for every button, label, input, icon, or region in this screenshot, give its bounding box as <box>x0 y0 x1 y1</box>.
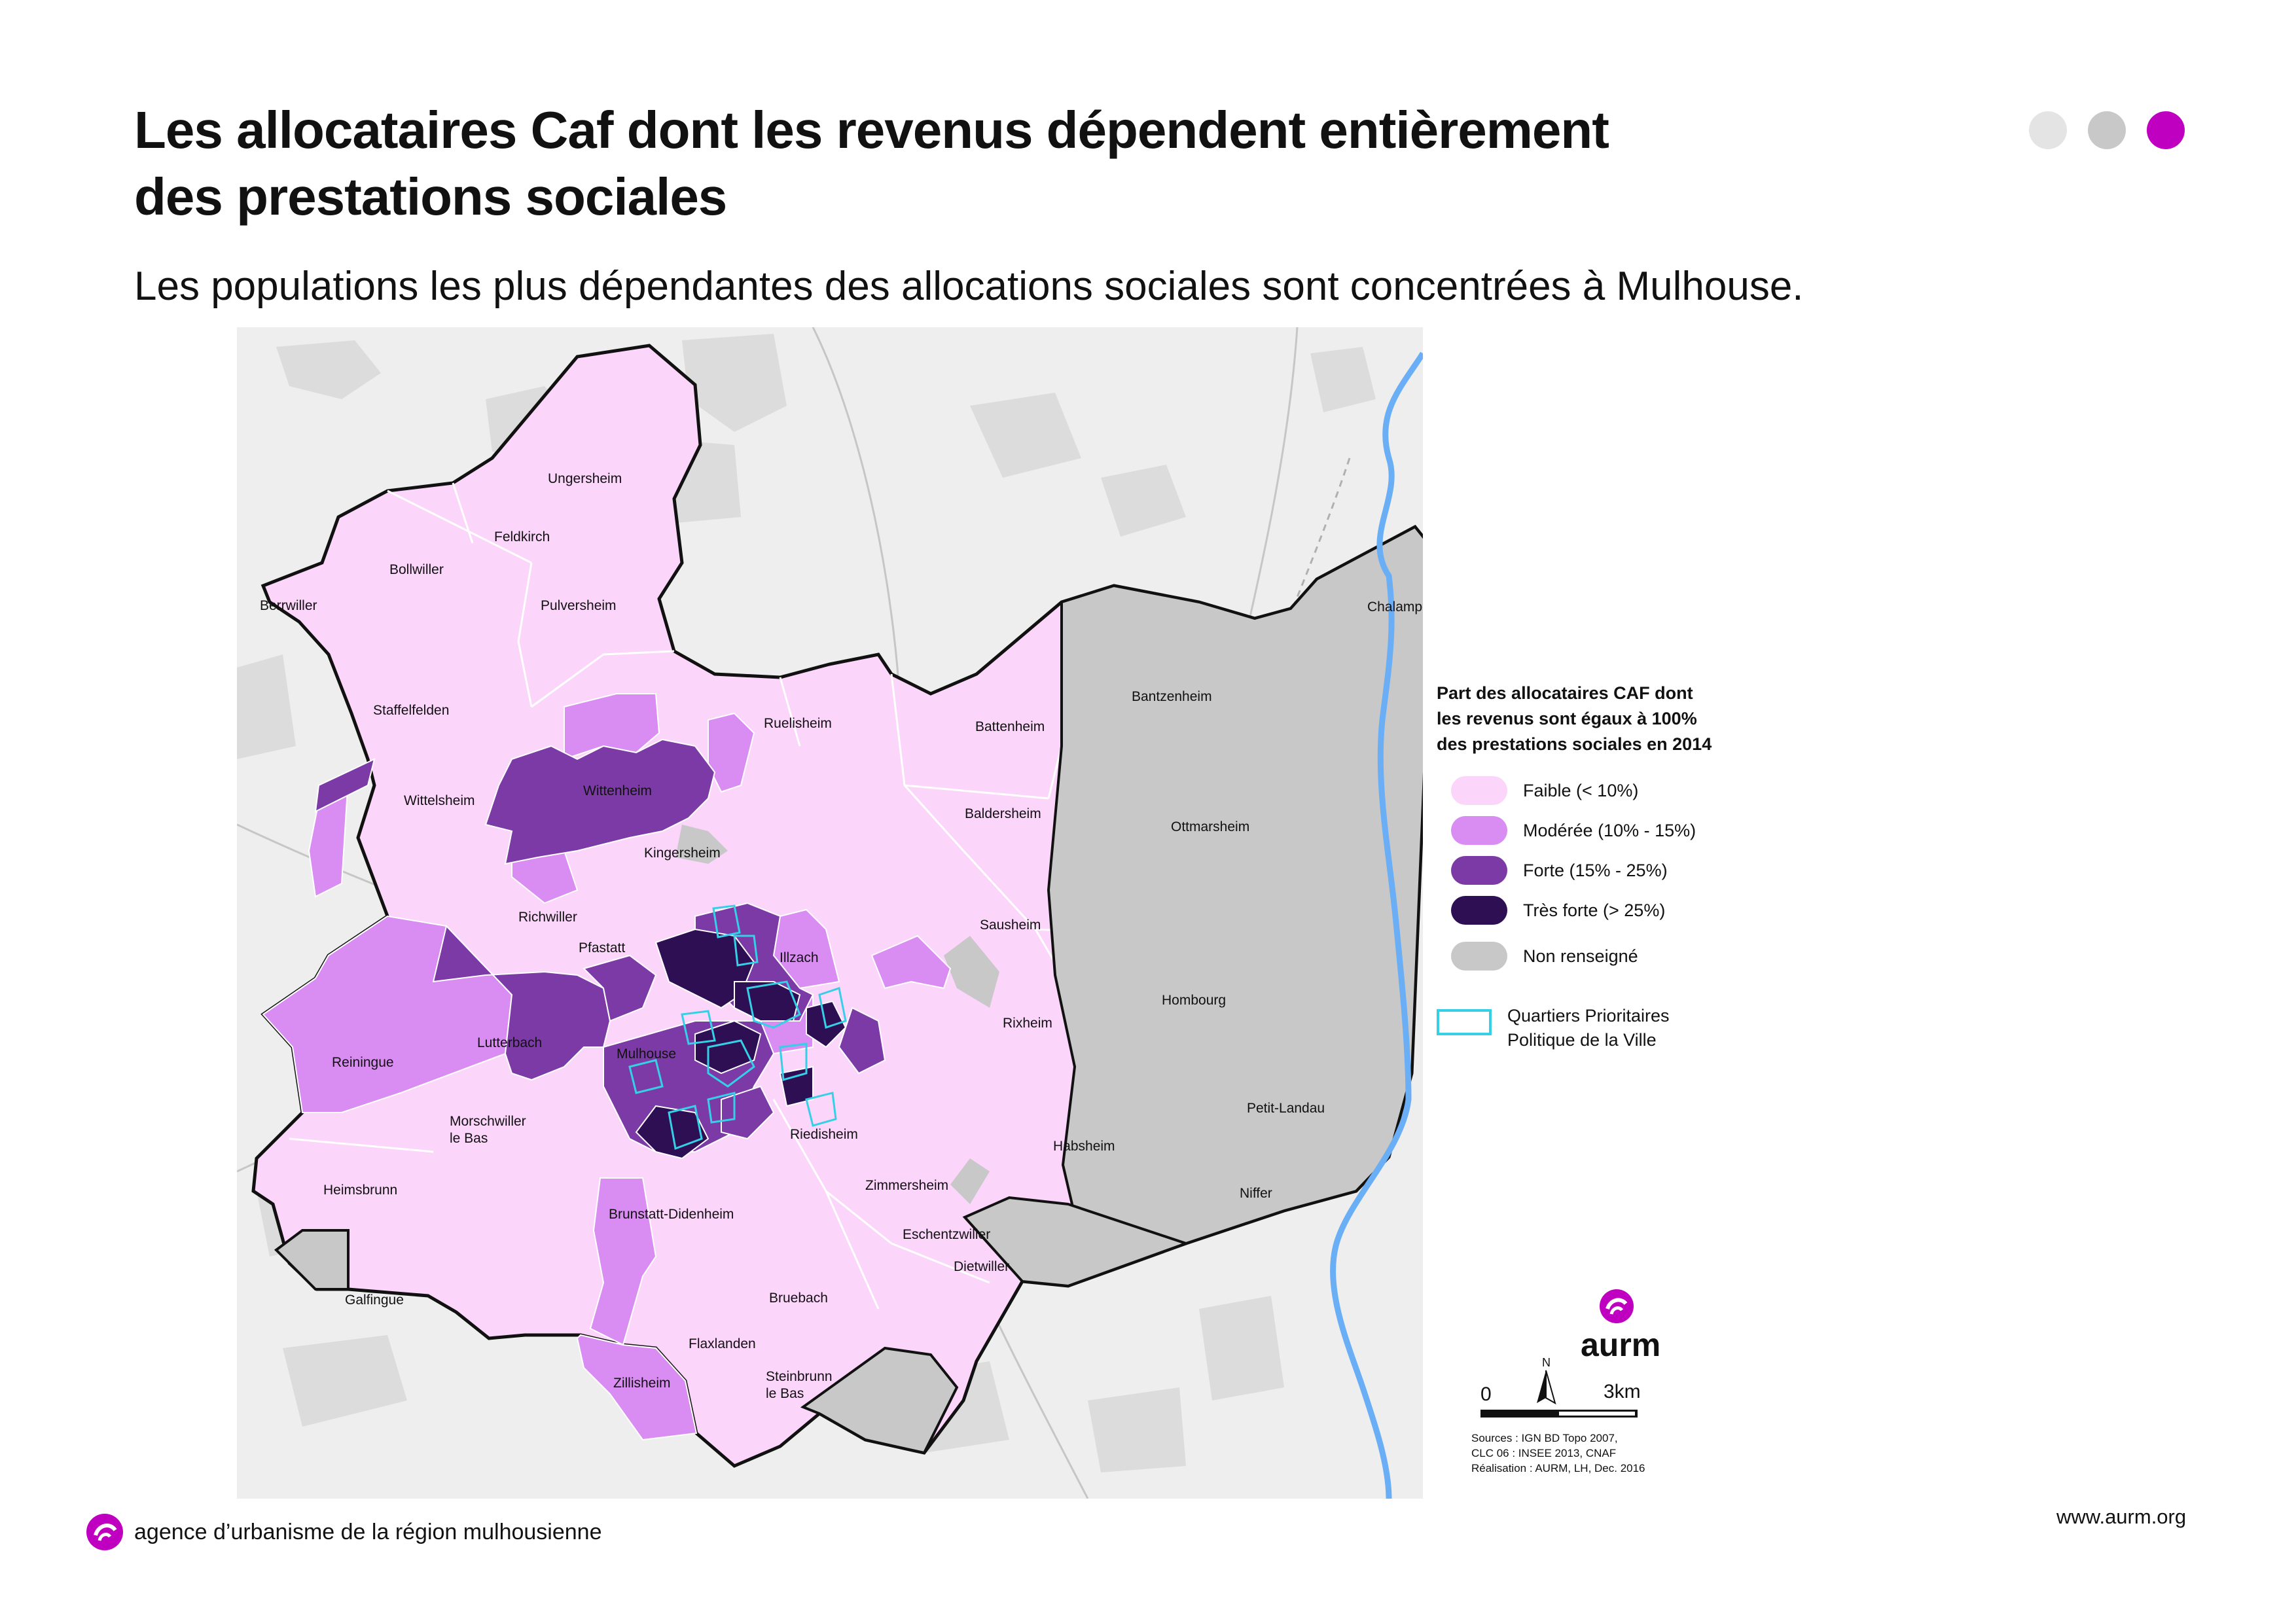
label-morschwiller-1: Morschwiller <box>450 1114 526 1129</box>
label-zillisheim: Zillisheim <box>613 1376 671 1391</box>
label-kingersheim: Kingersheim <box>644 846 721 861</box>
legend-swatch-moderee <box>1451 816 1507 845</box>
label-richwiller: Richwiller <box>518 910 577 925</box>
label-riedisheim: Riedisheim <box>790 1127 858 1142</box>
label-lutterbach: Lutterbach <box>477 1035 542 1050</box>
scale-start-label: 0 <box>1480 1383 1492 1405</box>
label-brunstatt: Brunstatt-Didenheim <box>609 1207 734 1222</box>
label-zimmersheim: Zimmersheim <box>865 1178 948 1193</box>
page-dot-3 <box>2147 111 2185 149</box>
label-battenheim: Battenheim <box>975 719 1045 734</box>
label-bollwiller: Bollwiller <box>389 562 444 577</box>
forest-patches <box>237 334 1376 1472</box>
commune-labels: Ungersheim Feldkirch Bollwiller Berrwill… <box>260 471 1423 1401</box>
label-feldkirch: Feldkirch <box>494 529 550 544</box>
page-title: Les allocataires Caf dont les revenus dé… <box>134 97 1770 230</box>
legend-swatch-faible <box>1451 776 1507 805</box>
legend-item-moderee: Modérée (10% - 15%) <box>1451 816 1696 845</box>
tres-forte-areas <box>635 928 847 1160</box>
choropleth-map: Ungersheim Feldkirch Bollwiller Berrwill… <box>237 327 1423 1499</box>
label-flaxlanden: Flaxlanden <box>689 1336 756 1351</box>
footer-logo-icon <box>86 1514 123 1550</box>
footer-url[interactable]: www.aurm.org <box>2056 1505 2187 1528</box>
page-title-line-1: Les allocataires Caf dont les revenus dé… <box>134 101 1609 159</box>
page-subtitle: Les populations les plus dépendantes des… <box>134 264 1804 309</box>
label-mulhouse: Mulhouse <box>617 1046 676 1061</box>
legend-label-non-renseigne: Non renseigné <box>1523 946 1638 966</box>
label-bruebach: Bruebach <box>769 1291 828 1306</box>
label-staffelfelden: Staffelfelden <box>373 703 449 718</box>
label-wittelsheim: Wittelsheim <box>404 793 475 808</box>
legend-title-line-1: Part des allocataires CAF dont <box>1437 683 1693 703</box>
label-dietwiller: Dietwiller <box>954 1259 1009 1274</box>
label-steinbrunn-1: Steinbrunn <box>766 1369 833 1384</box>
legend-title: Part des allocataires CAF dont les reven… <box>1437 681 1777 757</box>
label-wittenheim: Wittenheim <box>583 783 652 798</box>
label-sausheim: Sausheim <box>980 918 1041 933</box>
legend-label-moderee: Modérée (10% - 15%) <box>1523 820 1696 840</box>
legend-swatch-qpv <box>1437 1009 1492 1035</box>
label-ruelisheim: Ruelisheim <box>764 716 832 731</box>
aurm-logo-text: aurm <box>1581 1327 1661 1363</box>
page-dot-2 <box>2088 111 2126 149</box>
qpv-outlines <box>628 904 847 1150</box>
scale-end-label: 3km <box>1604 1381 1641 1402</box>
label-niffer: Niffer <box>1240 1186 1272 1201</box>
legend-item-qpv: Quartiers Prioritaires Politique de la V… <box>1437 1004 1670 1052</box>
label-hombourg: Hombourg <box>1162 993 1226 1008</box>
legend-swatch-non-renseigne <box>1451 942 1507 971</box>
page-indicator <box>2029 111 2199 151</box>
legend-item-non-renseigne: Non renseigné <box>1451 942 1638 971</box>
label-galfingue: Galfingue <box>345 1293 404 1308</box>
label-pfastatt: Pfastatt <box>579 940 625 955</box>
aurm-logo-icon <box>1600 1289 1634 1323</box>
label-eschentzwiller: Eschentzwiller <box>903 1227 990 1242</box>
legend-label-qpv-line-1: Quartiers Prioritaires <box>1507 1006 1670 1026</box>
sources-note: Sources : IGN BD Topo 2007, CLC 06 : INS… <box>1471 1431 1668 1476</box>
label-heimsbrunn: Heimsbrunn <box>323 1183 397 1198</box>
legend-item-forte: Forte (15% - 25%) <box>1451 856 1668 885</box>
label-ungersheim: Ungersheim <box>548 471 622 486</box>
legend-swatch-tres-forte <box>1451 896 1507 925</box>
legend-label-faible: Faible (< 10%) <box>1523 780 1639 800</box>
sources-line-3: Réalisation : AURM, LH, Dec. 2016 <box>1471 1462 1645 1474</box>
label-habsheim: Habsheim <box>1053 1139 1115 1154</box>
map-legend: Part des allocataires CAF dont les reven… <box>1437 681 1777 1050</box>
north-label: N <box>1542 1356 1551 1369</box>
label-bantzenheim: Bantzenheim <box>1132 689 1212 704</box>
label-morschwiller-2: le Bas <box>450 1131 488 1146</box>
non-renseigne-areas <box>274 525 1423 1455</box>
legend-item-tres-forte: Très forte (> 25%) <box>1451 896 1665 925</box>
label-chalampe: Chalampé <box>1367 599 1423 615</box>
legend-title-line-3: des prestations sociales en 2014 <box>1437 734 1712 754</box>
page-dot-1 <box>2029 111 2067 149</box>
page-title-line-2: des prestations sociales <box>134 168 727 226</box>
legend-label-forte: Forte (15% - 25%) <box>1523 860 1668 880</box>
legend-swatch-forte <box>1451 856 1507 885</box>
label-petit-landau: Petit-Landau <box>1247 1101 1325 1116</box>
legend-label-qpv-line-2: Politique de la Ville <box>1507 1030 1657 1050</box>
label-rixheim: Rixheim <box>1003 1016 1052 1031</box>
legend-label-tres-forte: Très forte (> 25%) <box>1523 900 1666 920</box>
scale-bar-segment <box>1559 1412 1635 1416</box>
label-pulversheim: Pulversheim <box>541 598 617 613</box>
label-berrwiller: Berrwiller <box>260 598 317 613</box>
footer-agency-name: agence d’urbanisme de la région mulhousi… <box>134 1520 602 1544</box>
label-reiningue: Reiningue <box>332 1055 394 1070</box>
legend-title-line-2: les revenus sont égaux à 100% <box>1437 709 1697 728</box>
label-ottmarsheim: Ottmarsheim <box>1171 819 1249 834</box>
legend-item-faible: Faible (< 10%) <box>1451 776 1638 805</box>
legend-label-qpv: Quartiers Prioritaires Politique de la V… <box>1507 1004 1670 1052</box>
scale-bar: N 0 3km <box>1480 1356 1641 1418</box>
north-arrow-icon <box>1537 1370 1556 1405</box>
sources-line-1: Sources : IGN BD Topo 2007, <box>1471 1432 1618 1444</box>
label-baldersheim: Baldersheim <box>965 806 1041 821</box>
rhine-river <box>1330 351 1423 1499</box>
label-steinbrunn-2: le Bas <box>766 1386 804 1401</box>
sources-line-2: CLC 06 : INSEE 2013, CNAF <box>1471 1447 1617 1459</box>
label-illzach: Illzach <box>780 950 819 965</box>
